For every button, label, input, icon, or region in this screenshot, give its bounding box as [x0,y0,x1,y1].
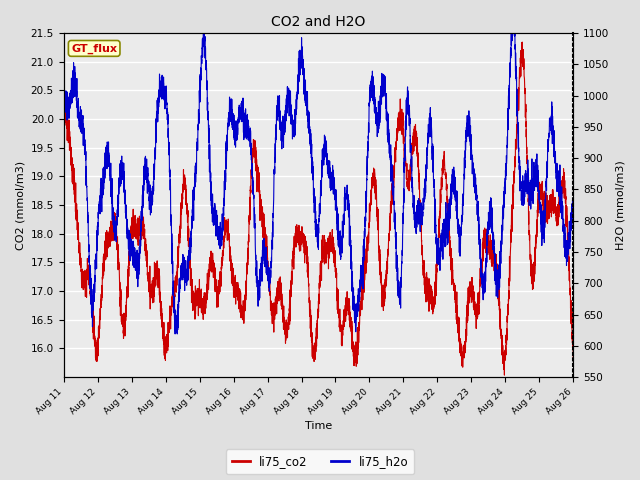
Legend: li75_co2, li75_h2o: li75_co2, li75_h2o [226,449,414,474]
li75_h2o [404,96,412,101]
li75_h2o [173,331,181,337]
li75_co2 [461,342,469,348]
Y-axis label: CO2 (mmol/m3): CO2 (mmol/m3) [15,160,25,250]
li75_h2o [569,199,577,205]
Line: li75_co2: li75_co2 [63,42,573,375]
Y-axis label: H2O (mmol/m3): H2O (mmol/m3) [615,160,625,250]
li75_h2o [151,144,159,150]
li75_co2 [518,39,526,45]
li75_co2 [151,282,159,288]
li75_co2 [500,372,508,378]
li75_co2 [300,230,307,236]
Text: GT_flux: GT_flux [71,43,117,54]
li75_h2o [200,30,207,36]
li75_co2 [404,176,412,181]
li75_co2 [60,135,67,141]
li75_co2 [570,343,577,348]
li75_co2 [569,347,577,352]
li75_h2o [60,108,67,114]
li75_h2o [570,210,577,216]
li75_h2o [433,233,440,239]
li75_co2 [433,280,440,286]
li75_h2o [300,72,307,78]
Title: CO2 and H2O: CO2 and H2O [271,15,365,29]
X-axis label: Time: Time [305,421,332,432]
li75_h2o [461,147,469,153]
Line: li75_h2o: li75_h2o [63,33,573,334]
